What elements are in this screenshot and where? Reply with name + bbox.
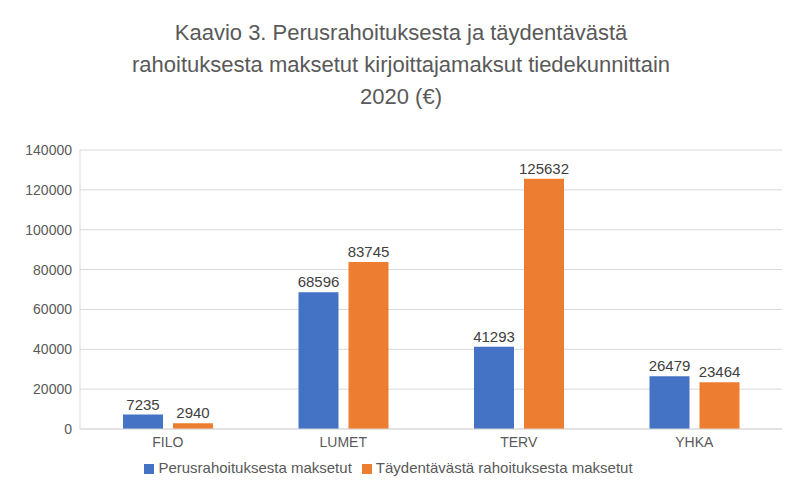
svg-text:26479: 26479 [649,357,691,374]
svg-text:0: 0 [64,421,72,437]
svg-text:140000: 140000 [25,142,72,158]
svg-text:60000: 60000 [33,301,72,317]
svg-text:2940: 2940 [176,404,209,421]
svg-text:40000: 40000 [33,341,72,357]
svg-text:41293: 41293 [473,328,515,345]
html-text:Perusrahoituksesta maksetut: Perusrahoituksesta maksetut [158,459,352,476]
svg-text:7235: 7235 [126,396,159,413]
svg-text:20000: 20000 [33,381,72,397]
html-text:Täydentävästä rahoituksesta ma: Täydentävästä rahoituksesta maksetut [375,459,633,476]
svg-text:YHKA: YHKA [675,434,714,450]
svg-text:125632: 125632 [519,160,569,177]
svg-text:LUMET: LUMET [320,434,368,450]
html-text:Kaavio 3. Perusrahoituksesta j: Kaavio 3. Perusrahoituksesta ja täydentä… [132,20,670,109]
svg-text:68596: 68596 [298,273,340,290]
svg-text:TERV: TERV [500,434,538,450]
svg-text:83745: 83745 [348,243,390,260]
svg-text:120000: 120000 [25,182,72,198]
svg-text:FILO: FILO [152,434,183,450]
svg-text:80000: 80000 [33,262,72,278]
svg-text:100000: 100000 [25,222,72,238]
svg-text:23464: 23464 [699,363,741,380]
